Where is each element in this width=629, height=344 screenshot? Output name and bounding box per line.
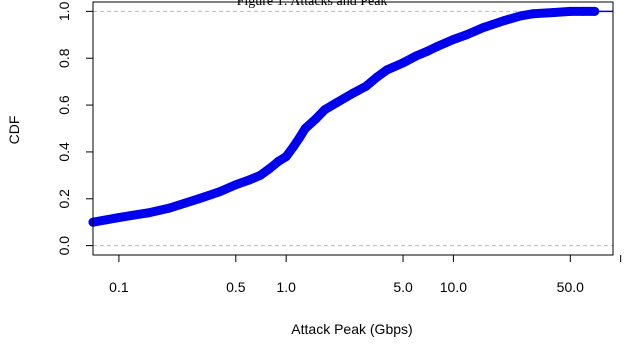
chart-title: Figure 1: Attacks and Peak <box>237 0 388 9</box>
x-tick-label: 10.0 <box>440 279 467 295</box>
data-point <box>432 42 442 52</box>
plot-frame <box>92 1 614 256</box>
x-axis-label: Attack Peak (Gbps) <box>291 321 412 337</box>
data-point <box>411 51 421 61</box>
data-point <box>332 98 342 108</box>
data-point <box>114 213 124 223</box>
data-point <box>311 114 321 124</box>
data-point <box>300 124 310 133</box>
x-tick-label: 0.1 <box>109 279 129 295</box>
y-axis-label: CDF <box>6 116 22 145</box>
data-point <box>515 11 525 21</box>
data-point <box>528 9 538 19</box>
y-tick-label: 0.4 <box>56 142 72 162</box>
y-axis: 0.0 0.2 0.4 0.6 0.8 1.0 <box>56 1 93 255</box>
data-point <box>462 30 472 40</box>
data-point <box>549 8 559 18</box>
x-tick-label: 5.0 <box>393 279 413 295</box>
x-tick-label: 50.0 <box>557 279 584 295</box>
x-axis: 0.1 0.5 1.0 5.0 10.0 50.0 <box>109 255 622 295</box>
y-tick-label: 0.6 <box>56 95 72 115</box>
data-point <box>215 187 225 197</box>
data-point <box>361 81 371 91</box>
data-point <box>265 163 275 173</box>
reference-lines <box>93 10 613 247</box>
data-point <box>244 175 254 185</box>
data-point <box>422 46 432 56</box>
data-point <box>320 105 330 115</box>
x-tick-label: 1.0 <box>276 279 296 295</box>
data-point <box>143 208 153 218</box>
data-point <box>294 133 304 143</box>
y-tick-label: 0.8 <box>56 48 72 68</box>
data-point <box>281 152 291 162</box>
data-point <box>478 23 488 33</box>
series-layer <box>88 6 613 227</box>
data-point <box>398 58 408 68</box>
y-tick-label: 0.2 <box>56 189 72 209</box>
series-line <box>88 6 600 227</box>
data-point <box>255 170 265 180</box>
data-point <box>372 72 382 82</box>
x-tick-label: 0.5 <box>226 279 246 295</box>
data-point <box>164 203 174 213</box>
data-point <box>348 88 358 98</box>
data-point <box>448 34 458 44</box>
data-point <box>579 6 589 16</box>
data-point <box>565 6 575 16</box>
y-tick-label: 0.0 <box>56 236 72 256</box>
data-point <box>274 156 284 166</box>
y-tick-label: 1.0 <box>56 1 72 21</box>
data-point <box>499 16 509 26</box>
data-point <box>231 180 241 190</box>
data-point <box>590 6 600 16</box>
data-point <box>382 65 392 75</box>
data-point <box>288 142 298 152</box>
data-point <box>194 194 204 204</box>
